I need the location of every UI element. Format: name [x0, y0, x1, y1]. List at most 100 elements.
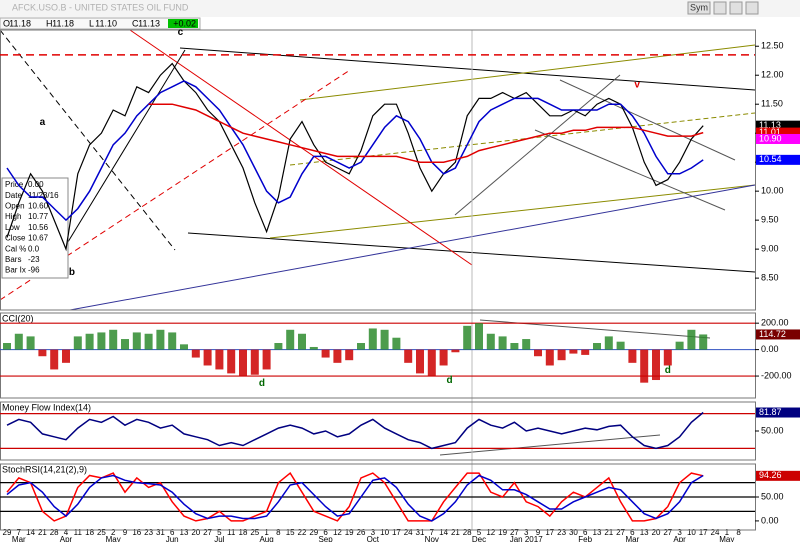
x-month-label: Apr [60, 535, 73, 542]
ohlc-value: 11.18 [52, 18, 74, 28]
x-day-label: 7 [17, 528, 22, 537]
x-day-label: 5 [477, 528, 482, 537]
y-tick-label: 11.50 [761, 99, 783, 109]
ohlc-label: C [132, 18, 139, 28]
x-month-label: May [106, 535, 121, 542]
price-tag-label: 94.26 [759, 470, 782, 480]
cci-bar [121, 339, 129, 350]
x-day-label: 13 [593, 528, 602, 537]
x-day-label: 28 [463, 528, 472, 537]
toolbar-button[interactable] [713, 1, 727, 15]
cci-bar [439, 349, 448, 366]
x-day-label: 17 [545, 528, 554, 537]
x-day-label: 31 [156, 528, 165, 537]
cci-bar [357, 343, 365, 350]
y-tick-label: -200.00 [761, 370, 792, 380]
x-day-label: 6 [630, 528, 635, 537]
x-month-label: Jun [166, 535, 179, 542]
cci-bar [85, 333, 94, 350]
cci-bar [616, 341, 625, 350]
x-day-label: 27 [616, 528, 625, 537]
x-day-label: 11 [74, 528, 83, 537]
price-tag-label: 81.87 [759, 407, 782, 417]
x-day-label: 20 [652, 528, 661, 537]
panel-frame [0, 312, 756, 399]
trend-line [289, 112, 756, 166]
title-bar [0, 0, 800, 17]
x-day-label: 17 [392, 528, 401, 537]
info-label: Date [5, 191, 22, 200]
cci-bar [321, 349, 330, 358]
x-day-label: 14 [439, 528, 448, 537]
cci-bar [663, 349, 672, 366]
annotation: d [665, 365, 671, 376]
y-tick-label: 12.50 [761, 41, 784, 51]
price-tag-label: 10.90 [759, 133, 782, 143]
cci-bar [463, 325, 472, 350]
toolbar-button[interactable] [729, 1, 743, 15]
price-tag-label: 11.13 [759, 120, 781, 130]
trend-line [534, 129, 726, 211]
trend-line [454, 74, 621, 216]
x-day-label: 18 [239, 528, 248, 537]
info-label: Open [5, 202, 25, 211]
price-tag-label: 10.54 [759, 154, 782, 164]
y-tick-label: 12.00 [761, 70, 784, 80]
x-day-label: 19 [345, 528, 354, 537]
info-value: -96 [28, 266, 40, 275]
trend-line [0, 29, 176, 251]
cci-bar [345, 349, 354, 361]
trend-line [439, 434, 661, 456]
annotation: b [69, 267, 75, 278]
x-day-label: 26 [357, 528, 366, 537]
trend-line [299, 44, 756, 101]
x-day-label: 23 [557, 528, 566, 537]
ohlc-label: O [3, 18, 10, 28]
cci-bar [14, 333, 23, 350]
y-tick-label: 9.00 [761, 244, 779, 254]
sym-label[interactable]: Sym [690, 2, 708, 12]
x-day-label: 13 [180, 528, 189, 537]
x-day-label: 11 [227, 528, 236, 537]
cci-bar [203, 349, 212, 366]
price-tag [756, 127, 800, 138]
cci-bar [687, 329, 696, 350]
ohlc-row: O 11.18 H 11.18 L 11.10 C 11.13 +0.02 [0, 17, 201, 30]
cci-bar [368, 328, 377, 350]
annotation: v [634, 80, 640, 91]
x-day-label: 16 [132, 528, 141, 537]
x-month-label: Feb [578, 535, 592, 542]
x-day-label: 14 [26, 528, 35, 537]
cci-bar [132, 332, 141, 350]
x-day-label: 6 [170, 528, 175, 537]
x-day-label: 21 [604, 528, 613, 537]
x-day-label: 28 [50, 528, 59, 537]
cci-bar [26, 336, 35, 350]
cci-bar [640, 349, 649, 383]
x-day-label: 5 [217, 528, 222, 537]
toolbar-button[interactable] [745, 1, 759, 15]
cci-bar [168, 332, 177, 350]
cci-bar [309, 346, 318, 350]
sym-button[interactable] [687, 1, 711, 15]
x-day-label: 27 [510, 528, 519, 537]
price-tag [756, 407, 800, 418]
x-month-label: Mar [12, 535, 26, 542]
annotation: c [178, 27, 184, 38]
x-day-label: 4 [64, 528, 69, 537]
x-day-label: 19 [498, 528, 507, 537]
trend-line [559, 79, 736, 161]
x-day-label: 9 [536, 528, 541, 537]
cci-bar [675, 341, 684, 350]
info-value: 10.77 [28, 212, 49, 221]
x-day-label: 7 [430, 528, 435, 537]
x-day-label: 21 [38, 528, 47, 537]
ohlc-value: 11.10 [95, 18, 117, 28]
y-tick-label: 10.00 [761, 186, 784, 196]
x-day-label: 31 [416, 528, 425, 537]
price-tag-label: 114.72 [759, 329, 786, 339]
cci-bar [486, 333, 495, 350]
cci-bar [286, 329, 295, 350]
